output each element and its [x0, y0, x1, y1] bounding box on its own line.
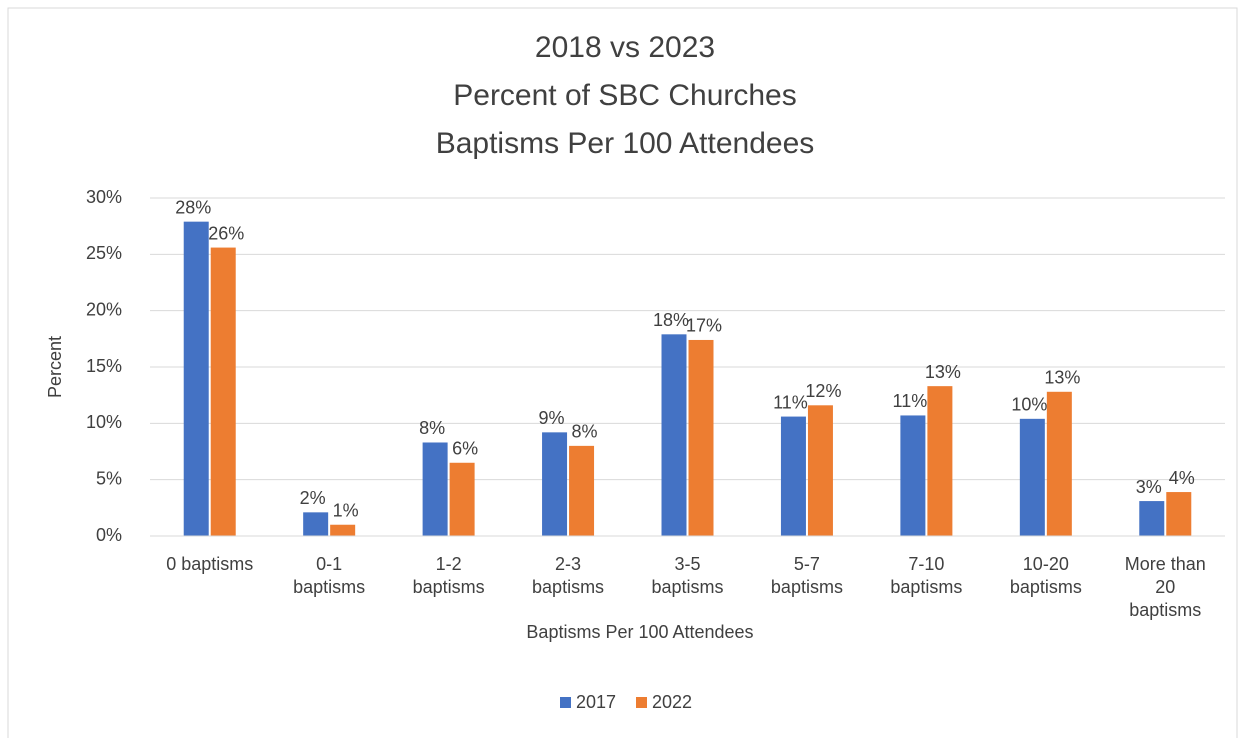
x-tick-label: 0 baptisms	[166, 554, 254, 574]
data-label: 8%	[572, 422, 598, 442]
chart-title: 2018 vs 2023	[535, 31, 715, 64]
data-label: 28%	[175, 197, 211, 217]
y-tick-label: 25%	[86, 243, 122, 263]
data-label: 11%	[893, 391, 928, 411]
x-tick-label: 5-7 baptisms	[770, 554, 843, 597]
bar	[569, 445, 595, 536]
bar	[927, 386, 953, 536]
chart-title: Percent of SBC Churches	[453, 79, 797, 112]
bar	[183, 221, 209, 536]
x-tick-label: 3-5 baptisms	[651, 554, 724, 597]
y-tick-label: 20%	[86, 299, 122, 319]
y-axis-label: Percent	[45, 336, 65, 398]
legend-label: 2017	[576, 692, 616, 712]
x-tick-label: 2-3 baptisms	[532, 554, 605, 597]
data-label: 18%	[653, 310, 689, 330]
x-tick-label: 10-20 baptisms	[1009, 554, 1082, 597]
bar	[661, 334, 687, 536]
bar	[303, 512, 329, 536]
chart-title: Baptisms Per 100 Attendees	[436, 127, 815, 160]
data-label: 3%	[1136, 477, 1162, 497]
data-label: 8%	[419, 418, 445, 438]
data-label: 1%	[333, 500, 359, 520]
data-label: 12%	[805, 381, 841, 401]
data-label: 26%	[208, 223, 244, 243]
bar	[1139, 501, 1165, 536]
bar	[449, 462, 475, 536]
y-tick-label: 0%	[96, 525, 122, 545]
data-label: 9%	[539, 408, 565, 428]
y-tick-label: 15%	[86, 356, 122, 376]
data-label: 6%	[452, 439, 478, 459]
legend-label: 2022	[652, 692, 692, 712]
data-label: 11%	[773, 392, 808, 412]
y-tick-label: 10%	[86, 412, 122, 432]
data-label: 17%	[686, 316, 722, 336]
data-label: 13%	[1044, 368, 1080, 388]
x-tick-label: More than 20 baptisms	[1124, 554, 1206, 620]
x-axis-label: Baptisms Per 100 Attendees	[526, 622, 753, 642]
y-tick-label: 30%	[86, 187, 122, 207]
data-label: 13%	[925, 362, 961, 382]
bar	[900, 415, 926, 536]
bar	[210, 247, 236, 536]
legend-swatch	[636, 697, 647, 708]
bar	[688, 339, 714, 536]
bar	[1166, 492, 1192, 536]
data-label: 10%	[1011, 395, 1047, 415]
data-label: 2%	[300, 488, 326, 508]
bar	[1046, 391, 1072, 536]
bar	[1019, 418, 1045, 536]
x-tick-label: 0-1 baptisms	[293, 554, 366, 597]
bar	[542, 432, 568, 536]
x-tick-label: 1-2 baptisms	[412, 554, 485, 597]
data-label: 4%	[1169, 468, 1195, 488]
bar	[422, 442, 448, 536]
bar	[780, 416, 806, 536]
legend-swatch	[560, 697, 571, 708]
bar	[807, 405, 833, 536]
x-tick-label: 7-10 baptisms	[890, 554, 963, 597]
y-tick-label: 5%	[96, 468, 122, 488]
bar	[330, 524, 356, 536]
